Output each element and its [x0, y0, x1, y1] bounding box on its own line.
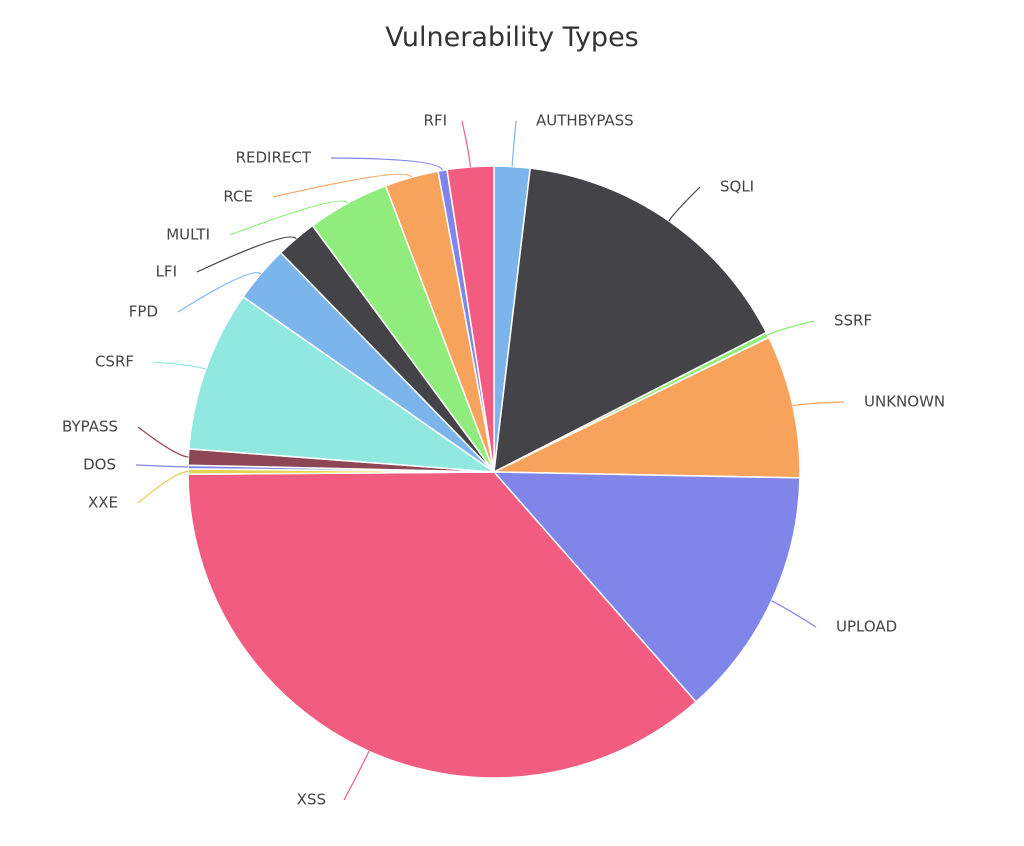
slice-label-rfi: RFI [424, 112, 447, 130]
connector-ssrf [767, 320, 815, 336]
connector-unknown [792, 401, 845, 407]
pie-slice-rfi[interactable] [446, 165, 495, 473]
pie-slice-sqli[interactable] [493, 167, 768, 473]
slice-label-fpd: FPD [129, 303, 158, 321]
connector-upload [771, 600, 817, 628]
connector-xss [343, 750, 370, 801]
connector-dos [135, 464, 189, 468]
connector-csrf [153, 361, 206, 370]
connector-lfi [196, 236, 297, 273]
pie-slices [187, 165, 801, 779]
slice-label-dos: DOS [83, 456, 116, 474]
slice-label-authbypass: AUTHBYPASS [536, 112, 634, 130]
pie-slice-upload[interactable] [493, 471, 801, 703]
slice-label-bypass: BYPASS [62, 418, 118, 436]
slice-label-rce: RCE [223, 188, 253, 206]
slice-label-multi: MULTI [166, 226, 210, 244]
slice-label-redirect: REDIRECT [236, 149, 312, 167]
slice-label-lfi: LFI [156, 263, 177, 281]
slice-label-csrf: CSRF [95, 353, 134, 371]
connector-authbypass [511, 120, 517, 167]
slice-label-ssrf: SSRF [834, 312, 872, 330]
connector-bypass [137, 426, 189, 458]
connector-sqli [668, 186, 701, 222]
slice-label-unknown: UNKNOWN [864, 393, 945, 411]
connector-xxe [137, 470, 189, 504]
pie-slice-unknown[interactable] [493, 336, 801, 479]
label-connectors [135, 120, 845, 801]
connector-redirect [330, 157, 444, 171]
slice-label-xxe: XXE [88, 494, 118, 512]
connector-fpd [177, 272, 262, 313]
slice-label-sqli: SQLI [720, 178, 754, 196]
slice-label-upload: UPLOAD [836, 618, 897, 636]
slice-label-xss: XSS [297, 791, 326, 809]
connector-rce [272, 173, 413, 198]
slice-labels: AUTHBYPASS SQLI SSRF UNKNOWN UPLOAD XSS XXE DOS… [62, 112, 945, 809]
connector-multi [229, 200, 349, 236]
connector-rfi [461, 120, 471, 167]
chart-title: Vulnerability Types [385, 22, 639, 53]
